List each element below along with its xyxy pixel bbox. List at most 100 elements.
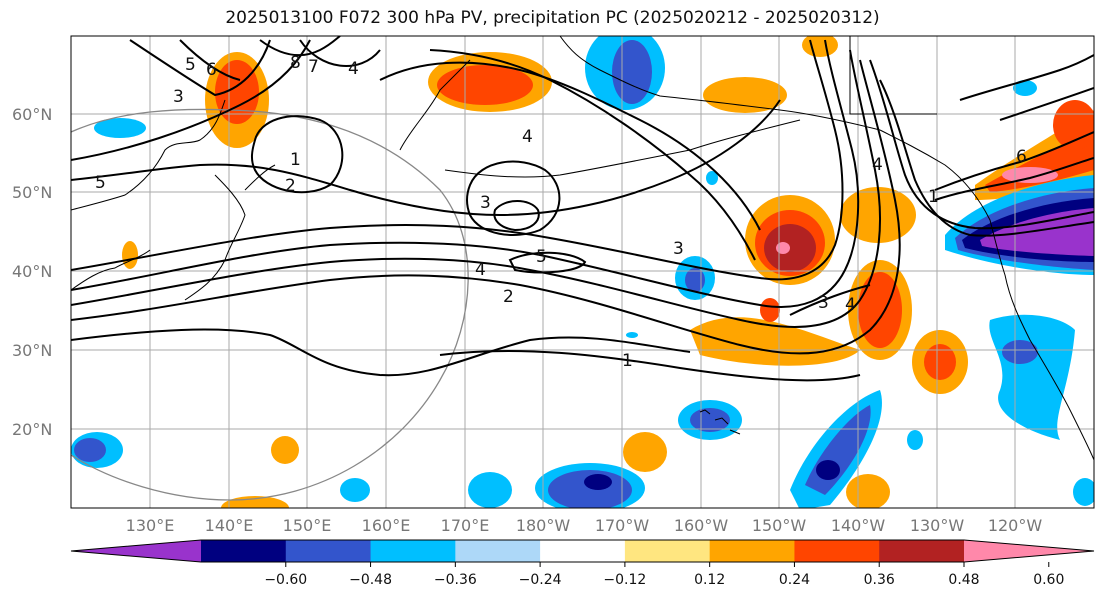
pv-contour (251, 115, 344, 194)
pv-contour (129, 39, 271, 97)
pv-contour (508, 251, 587, 274)
contour-label: 2 (285, 176, 296, 196)
pv-contour (71, 39, 311, 161)
map-content: 5 6 8 7 4 3 1 2 5 3 4 5 2 4 3 1 3 4 4 6 … (71, 36, 1094, 508)
contour-label: 4 (522, 127, 533, 147)
latitude-labels: 60°N 50°N 40°N 30°N 20°N (12, 105, 52, 439)
pv-contour (934, 157, 1094, 201)
pv-contours (71, 36, 1094, 382)
pv-contour (493, 200, 540, 232)
pv-contour (439, 349, 861, 382)
colorbar-outline (70, 539, 1095, 563)
lon-label: 140°W (831, 516, 886, 535)
contour-label: 3 (480, 193, 491, 213)
lon-label: 130°E (126, 516, 175, 535)
precip-blob (703, 77, 787, 113)
pv-contour (71, 328, 691, 377)
colorbar-tick-label: −0.60 (264, 572, 307, 588)
precip-band (690, 317, 860, 366)
precip-blob (468, 472, 512, 508)
colorbar-segment (455, 540, 541, 562)
lon-label: 170°W (595, 516, 650, 535)
colorbar-tick-label: −0.24 (519, 572, 562, 588)
pv-contour (71, 99, 781, 217)
contour-label: 7 (308, 57, 319, 77)
precip-blob (802, 36, 838, 57)
colorbar-tick-label: −0.48 (349, 572, 392, 588)
lon-label: 170°E (441, 516, 490, 535)
precip-blob (626, 332, 638, 338)
colorbar-tick-label: 0.36 (864, 572, 895, 588)
contour-label: 4 (845, 295, 856, 315)
pv-contour (71, 39, 860, 308)
contour-label: 4 (872, 155, 883, 175)
precip-blob (816, 460, 840, 480)
lon-label: 150°E (283, 516, 332, 535)
contour-label: 5 (95, 173, 106, 193)
map-title: 2025013100 F072 300 hPa PV, precipitatio… (225, 8, 880, 28)
pv-contour (466, 160, 561, 236)
lat-label: 60°N (12, 105, 52, 124)
contour-label: 4 (348, 59, 359, 79)
contour-label: 4 (475, 260, 486, 280)
contour-label: 3 (173, 87, 184, 107)
contour-label: 2 (503, 287, 514, 307)
colorbar-tick-label: −0.12 (603, 572, 646, 588)
precip-blob (623, 432, 667, 472)
contour-label: 8 (290, 53, 301, 73)
pv-contour (71, 59, 901, 355)
precip-blob (706, 171, 718, 185)
contour-label: 5 (536, 247, 547, 267)
precip-blob (924, 344, 956, 380)
map-frame (70, 35, 1095, 509)
colorbar-extend-max (964, 540, 1094, 562)
contour-label: 1 (928, 187, 939, 207)
precip-blob (584, 474, 612, 490)
lon-label: 150°W (752, 516, 807, 535)
border-line (849, 36, 937, 115)
precip-band (980, 208, 1094, 256)
precip-blob (1013, 80, 1037, 96)
pv-contour (429, 49, 756, 261)
precip-blob (1002, 167, 1058, 183)
pv-contour (934, 131, 1094, 191)
precip-blob (776, 242, 790, 254)
pv-contour (379, 61, 761, 231)
lat-label: 20°N (12, 420, 52, 439)
lon-label: 130°W (910, 516, 965, 535)
lon-label: 160°W (674, 516, 729, 535)
contour-label: 1 (290, 150, 301, 170)
precip-blob (221, 496, 289, 508)
colorbar-extend-min (71, 540, 201, 562)
precip-blob (1002, 340, 1038, 364)
precip-blob (907, 430, 923, 450)
pv-contour (959, 54, 1094, 101)
pv-contour (71, 39, 844, 281)
precip-blob (271, 436, 299, 464)
precip-blob (685, 268, 705, 292)
precip-blob (340, 478, 370, 502)
contour-label: 1 (622, 351, 633, 371)
colorbar-tick-label: 0.12 (694, 572, 725, 588)
precip-blob (1053, 100, 1094, 150)
pv-contour (259, 36, 341, 57)
precip-blob (122, 241, 138, 269)
lon-label: 180°W (516, 516, 571, 535)
contour-labels: 5 6 8 7 4 3 1 2 5 3 4 5 2 4 3 1 3 4 4 6 … (95, 53, 1027, 371)
precip-blob (858, 272, 902, 348)
coastline-na-west (879, 129, 1094, 461)
colorbar: −0.60 −0.48 −0.36 −0.24 −0.12 0.12 0.24 0.36 0.4… (70, 539, 1095, 588)
colorbar-segment (709, 540, 795, 562)
precip-band (989, 314, 1075, 440)
precip-positive-areas (122, 36, 1094, 508)
colorbar-segment (285, 540, 372, 562)
colorbar-segment (624, 540, 711, 562)
longitude-labels: 130°E 140°E 150°E 160°E 170°E 180°W 170°… (126, 516, 1043, 535)
lon-label: 140°E (205, 516, 254, 535)
contour-label: 6 (1016, 147, 1027, 167)
pv-contour (71, 49, 881, 328)
coastline-asia (71, 99, 226, 291)
coastline-japan (184, 164, 276, 301)
pv-contour (299, 39, 381, 67)
